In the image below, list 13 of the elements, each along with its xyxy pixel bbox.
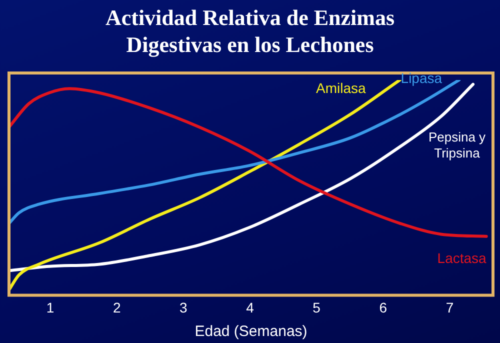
x-tick-label: 6 <box>379 299 388 316</box>
x-tick-label: 3 <box>180 299 188 316</box>
x-axis-title: Edad (Semanas) <box>194 323 308 340</box>
series-label: Lactasa <box>437 250 487 266</box>
x-tick-label: 1 <box>46 299 54 316</box>
chart-title: Actividad Relativa de Enzimas Digestivas en los Lechones <box>104 4 396 58</box>
x-tick-label: 5 <box>312 299 321 316</box>
series-label: Pepsina y Tripsina <box>428 129 486 160</box>
x-tick-label: 7 <box>446 299 454 316</box>
x-tick-label: 4 <box>246 299 254 316</box>
x-tick-label: 2 <box>112 299 121 316</box>
series-label: Lipasa <box>400 70 442 86</box>
series-label: Amilasa <box>316 80 366 96</box>
